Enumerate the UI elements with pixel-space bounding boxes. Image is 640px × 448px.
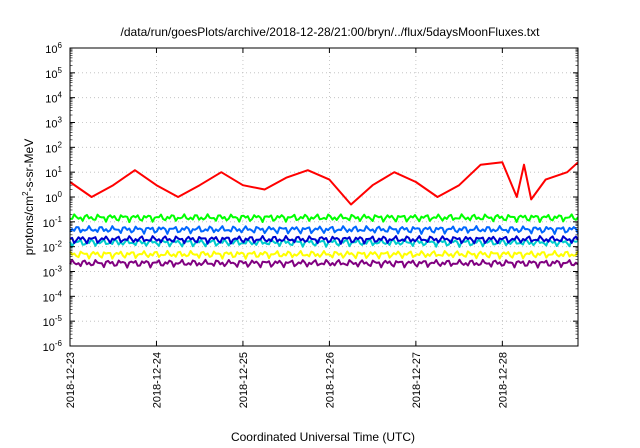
y-tick-base: 10: [43, 243, 55, 255]
y-tick-base: 10: [45, 193, 57, 205]
y-tick-label: 102: [45, 140, 62, 155]
y-axis-label: protons/cm2-s-sr-MeV: [21, 139, 36, 255]
series-line-4: [69, 235, 579, 245]
y-tick-label: 106: [45, 41, 62, 56]
y-tick-exp: 0: [58, 190, 63, 199]
y-tick-label: 10-3: [43, 265, 63, 280]
series-line-3: [69, 238, 579, 248]
y-tick-exp: -4: [55, 289, 63, 298]
y-tick-base: 10: [43, 317, 55, 329]
series-line-1: [70, 213, 579, 224]
series-line-6: [69, 258, 579, 269]
y-tick-exp: 6: [58, 41, 63, 50]
y-tick-exp: -6: [55, 339, 63, 348]
y-tick-exp: -1: [55, 215, 63, 224]
y-tick-base: 10: [45, 168, 57, 180]
y-tick-base: 10: [43, 268, 55, 280]
y-tick-label: 103: [45, 116, 62, 131]
y-axis-label-rest: -s-sr-MeV: [22, 139, 36, 192]
y-tick-label: 105: [45, 66, 62, 81]
y-tick-exp: 2: [58, 140, 63, 149]
x-tick-label: 2018-12-23: [65, 352, 77, 408]
y-tick-exp: 5: [58, 66, 63, 75]
y-tick-base: 10: [45, 94, 57, 106]
series-group: [69, 161, 579, 269]
series-line-2: [69, 225, 579, 235]
x-tick-label: 2018-12-25: [238, 352, 250, 408]
y-tick-base: 10: [45, 69, 57, 81]
y-tick-label: 10-2: [43, 240, 63, 255]
series-line-5: [69, 249, 579, 260]
y-tick-label: 100: [45, 190, 62, 205]
y-tick-base: 10: [45, 44, 57, 56]
series-line-0: [69, 161, 579, 206]
y-tick-exp: -3: [55, 265, 63, 274]
y-tick-exp: 4: [58, 91, 63, 100]
y-tick-label: 104: [45, 91, 62, 106]
x-tick-label: 2018-12-28: [497, 352, 509, 408]
grid: [69, 48, 578, 346]
y-tick-base: 10: [43, 218, 55, 230]
y-tick-label: 10-4: [43, 289, 63, 304]
y-tick-base: 10: [45, 119, 57, 131]
y-tick-exp: -2: [55, 240, 63, 249]
y-tick-exp: -5: [55, 314, 63, 323]
x-tick-label: 2018-12-27: [411, 352, 423, 408]
y-tick-base: 10: [43, 292, 55, 304]
y-tick-exp: 1: [58, 165, 63, 174]
y-tick-base: 10: [43, 342, 55, 354]
y-tick-exp: 3: [58, 116, 63, 125]
y-ticks: 10-610-510-410-310-210-11001011021031041…: [43, 41, 578, 354]
x-tick-label: 2018-12-24: [151, 352, 163, 408]
y-axis-label-sup: 2: [21, 191, 30, 196]
y-tick-label: 10-5: [43, 314, 63, 329]
y-tick-label: 10-1: [43, 215, 63, 230]
y-axis-label-main: protons/cm: [22, 196, 36, 255]
x-tick-label: 2018-12-26: [324, 352, 336, 408]
y-tick-label: 10-6: [43, 339, 63, 354]
y-tick-label: 101: [45, 165, 62, 180]
x-axis-label: Coordinated Universal Time (UTC): [231, 430, 415, 444]
chart-title: /data/run/goesPlots/archive/2018-12-28/2…: [121, 25, 541, 39]
x-ticks: 2018-12-23 2018-12-24 2018-12-25 2018-12-26…: [65, 48, 509, 408]
y-tick-base: 10: [45, 143, 57, 155]
